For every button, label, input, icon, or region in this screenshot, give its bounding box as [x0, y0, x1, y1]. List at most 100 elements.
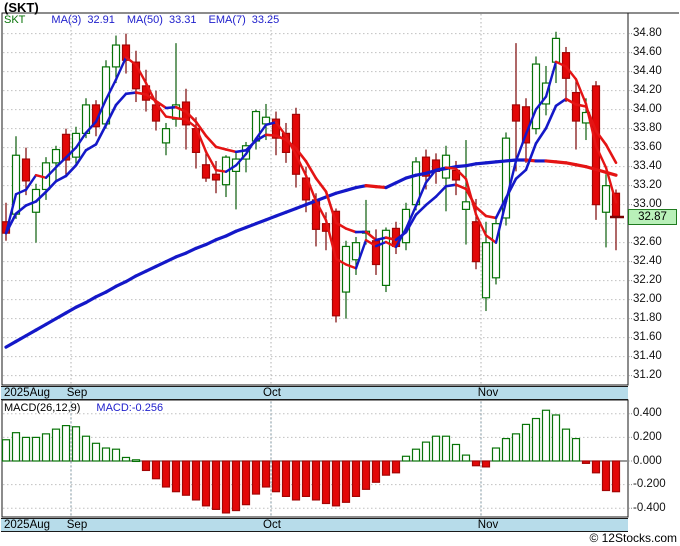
ma3-line — [344, 263, 358, 270]
ema7-line — [254, 133, 268, 142]
ma50-line — [344, 185, 358, 192]
candle-body — [331, 210, 341, 317]
ema7-line — [304, 159, 318, 180]
ma3-line — [214, 168, 228, 173]
copyright-link[interactable]: © 12Stocks.com — [589, 531, 677, 545]
legend-ma3-label: MA(3) — [51, 14, 82, 26]
price-axis-label: 31.60 — [633, 331, 662, 344]
ma50-line — [224, 229, 238, 238]
ema7-line — [594, 129, 608, 146]
ma50-line — [244, 222, 258, 230]
ema7-line — [324, 190, 338, 224]
ema7-line — [44, 179, 58, 194]
ma50-line — [414, 171, 428, 177]
macd-bar — [91, 442, 101, 462]
price-axis-label: 34.40 — [633, 65, 662, 78]
month-label-nov: Nov — [477, 387, 499, 399]
ma50-line — [274, 210, 288, 218]
ma3-line — [454, 167, 468, 181]
ma50-line — [64, 305, 78, 315]
copyright-text[interactable]: © 12Stocks.com — [589, 531, 677, 545]
ema7-line — [384, 236, 398, 242]
ma50-line — [594, 167, 608, 174]
macd-bar — [471, 460, 481, 467]
ema7-line — [364, 230, 378, 242]
ma50-line — [584, 165, 598, 172]
macd-bar — [301, 460, 311, 498]
ma3-line — [434, 166, 448, 172]
macd-bar — [11, 432, 21, 462]
macd-bar — [161, 460, 171, 488]
price-axis-label: 31.20 — [633, 369, 662, 382]
price-axis-label: 31.40 — [633, 350, 662, 363]
ma3-line — [14, 188, 28, 196]
ma50-line — [384, 181, 398, 190]
candle-body — [71, 132, 81, 158]
macd-axis-label: -0.200 — [633, 478, 666, 491]
macd-bar — [191, 460, 201, 501]
macd-bar — [141, 460, 151, 472]
last-price-badge: 32.87 — [628, 209, 677, 225]
macd-bar — [241, 460, 251, 506]
candle-body — [161, 128, 171, 144]
legend-ma50-value: 33.31 — [168, 14, 197, 26]
legend-symbol: SKT — [4, 14, 26, 26]
price-axis-label: 31.80 — [633, 312, 662, 325]
ma3-line — [414, 181, 428, 208]
ma3-line — [34, 173, 48, 179]
ma50-line — [544, 159, 558, 164]
macd-bar — [431, 435, 441, 462]
ma3-line — [594, 144, 608, 169]
ema7-line — [434, 184, 448, 198]
macd-bar — [111, 448, 121, 462]
legend-ma50-label: MA(50) — [126, 14, 163, 26]
ema7-line — [104, 103, 118, 127]
ma3-line — [544, 60, 558, 98]
ma3-line — [174, 116, 188, 121]
ema7-line — [604, 143, 618, 165]
ma3-line — [574, 78, 588, 106]
candle-body — [131, 61, 141, 90]
ema7-line — [184, 110, 198, 124]
ma3-line — [164, 115, 178, 120]
macd-bar — [61, 425, 71, 462]
ma3-line — [304, 174, 318, 203]
ma3-line — [524, 108, 538, 136]
macd-bar — [271, 460, 281, 493]
price-axis-label: 34.20 — [633, 84, 662, 97]
ma50-line — [394, 176, 408, 185]
legend-ema7-label: EMA(7) — [208, 14, 246, 26]
candle-body — [601, 185, 611, 213]
ma3-line — [234, 152, 248, 167]
macd-bar — [581, 460, 591, 464]
ma3-line — [184, 118, 198, 129]
macd-bar — [1, 439, 11, 462]
ma3-line — [124, 56, 138, 66]
candle-body — [501, 137, 511, 219]
ma50-line — [84, 295, 98, 305]
month-axis-start-label: 2025Aug — [4, 519, 51, 531]
candle-body — [111, 44, 121, 68]
macd-bar — [231, 460, 241, 512]
ma50-line — [14, 334, 28, 344]
ma3-line — [94, 98, 108, 123]
candle-body — [341, 245, 351, 293]
ema7-line — [544, 104, 558, 130]
macd-bar — [511, 433, 521, 462]
macd-bar — [21, 436, 31, 462]
ma3-line — [84, 120, 98, 134]
ema7-line — [204, 134, 218, 149]
ma3-line — [294, 153, 308, 177]
candle-body — [351, 242, 361, 261]
macd-bar — [71, 426, 81, 462]
macd-bar — [601, 460, 611, 492]
macd-params-label: MACD(26,12,9) — [4, 402, 81, 414]
macd-bar — [421, 441, 431, 462]
macd-legend: MACD(26,12,9) MACD:-0.256 — [4, 402, 163, 414]
macd-bar — [481, 460, 491, 468]
ema7-line — [574, 103, 588, 108]
ma50-line — [264, 214, 278, 222]
page-title: (SKT) — [4, 0, 39, 15]
legend-ma3-value: 32.91 — [87, 14, 115, 26]
